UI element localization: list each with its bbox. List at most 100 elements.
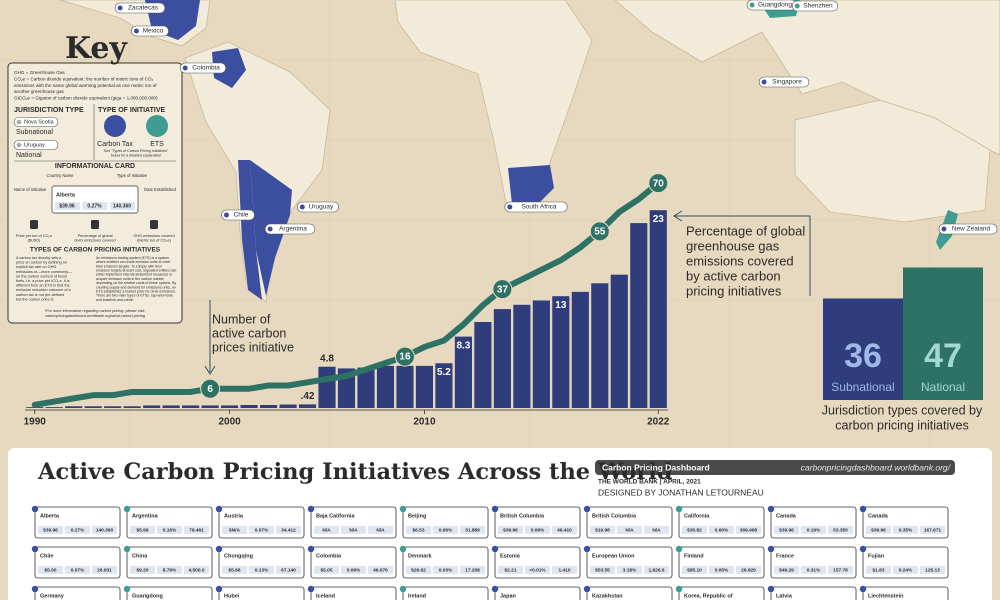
card-chip xyxy=(65,566,90,574)
card xyxy=(862,586,949,600)
card-chip xyxy=(736,566,761,574)
key-card-chip xyxy=(110,202,135,210)
map-label-chip xyxy=(179,62,227,74)
map-label-chip xyxy=(221,209,255,221)
key-card-part: Country Name xyxy=(47,173,75,178)
key-paragraph: emission targets at least cost, regulate… xyxy=(96,269,176,273)
card-value: $19.98 xyxy=(595,527,610,533)
x-tick-label: 2000 xyxy=(218,417,241,428)
card-value: N/A xyxy=(349,527,358,533)
line-label: 16 xyxy=(399,352,411,363)
card-icon xyxy=(491,585,499,593)
card-name: Argentina xyxy=(132,513,159,519)
bar xyxy=(143,405,161,408)
key-card-name: Alberta xyxy=(56,192,76,198)
bar xyxy=(201,405,219,408)
card-value: 0.06% xyxy=(439,527,453,533)
x-tick-label: 2010 xyxy=(413,417,436,428)
map-label-chip xyxy=(791,0,839,12)
card-value: $39.96 xyxy=(503,527,518,533)
card-name: Hubei xyxy=(224,593,240,599)
bar xyxy=(532,300,550,408)
bar-label: 13 xyxy=(555,300,567,311)
key-initiative-swatch xyxy=(146,115,168,137)
card-name: Kazakhstan xyxy=(592,593,623,599)
card-value: 46.676 xyxy=(373,567,388,573)
source: THE WORLD BANK | APRIL, 2021 xyxy=(598,479,701,486)
card-name: Latvia xyxy=(776,593,793,599)
card-icon xyxy=(767,545,775,553)
key-paragraph: A carbon tax directly sets a xyxy=(16,256,62,260)
card-icon xyxy=(31,545,39,553)
card-name: Estonia xyxy=(500,553,521,559)
card xyxy=(218,586,305,600)
card-value: 0.05% xyxy=(715,567,729,573)
bar-label: .42 xyxy=(301,391,315,402)
card-value: 4,500.0 xyxy=(188,567,204,573)
card-name: Liechtenstein xyxy=(868,593,904,599)
card-value: 46.410 xyxy=(557,527,572,533)
card-value: 79.461 xyxy=(189,527,204,533)
bar xyxy=(357,367,375,408)
card-value: N/A xyxy=(625,527,634,533)
annotation: prices initiative xyxy=(212,340,294,354)
card-chip xyxy=(774,526,799,534)
card-icon xyxy=(31,505,39,513)
card-value: $30.82 xyxy=(687,527,702,533)
card-icon xyxy=(859,585,867,593)
map-label-dot xyxy=(182,65,188,71)
card-icon xyxy=(675,585,683,593)
key-paragraph: explicit tax rate on GHG xyxy=(16,265,56,269)
key-card-part: Name of Initiative xyxy=(14,187,47,192)
card-name: British Columbia xyxy=(500,513,545,519)
key-icon-label: (Metric ton of CO₂e) xyxy=(137,239,171,243)
annotation-arrow xyxy=(204,300,216,375)
card-name: Japan xyxy=(500,593,517,599)
card-chip xyxy=(552,526,577,534)
region xyxy=(238,160,262,300)
key-jurisdiction: National xyxy=(16,152,42,159)
card-chip xyxy=(709,526,734,534)
card-chip xyxy=(525,566,550,574)
annotation: active carbon xyxy=(212,326,286,340)
card-chip xyxy=(406,526,431,534)
card-value: 125.13 xyxy=(925,567,940,573)
map-label: South Africa xyxy=(521,204,556,211)
key-footer: carbonpricingdashboard.worldbank.org/wha… xyxy=(45,314,146,318)
card-icon xyxy=(675,505,683,513)
card xyxy=(126,586,213,600)
map-label: Uruguay xyxy=(309,204,334,211)
card-icon xyxy=(859,545,867,553)
main-title: Active Carbon Pricing Initiatives Across… xyxy=(37,459,673,485)
bar xyxy=(493,309,511,408)
card-value: N/A xyxy=(652,527,661,533)
card xyxy=(34,586,121,600)
card-icon xyxy=(399,545,407,553)
card-value: N/A xyxy=(376,527,385,533)
region xyxy=(212,48,246,88)
card-chip xyxy=(460,526,485,534)
line-label: 55 xyxy=(594,226,606,237)
card-name: Iceland xyxy=(316,593,335,599)
card-chip xyxy=(590,566,615,574)
map-label: Zacatecas xyxy=(128,5,159,12)
card-icon xyxy=(583,585,591,593)
card-icon xyxy=(307,545,315,553)
key-initiative: ETS xyxy=(150,141,164,148)
key-icon-label: Percentage of global xyxy=(78,234,113,238)
card-chip xyxy=(157,526,182,534)
card xyxy=(678,586,765,600)
card-value: 309.468 xyxy=(740,527,758,533)
card-value: 0.31% xyxy=(807,567,821,573)
bar xyxy=(571,291,589,408)
map-label: Shenzhen xyxy=(803,3,833,10)
card-chip xyxy=(368,566,393,574)
card-icon xyxy=(399,505,407,513)
bar xyxy=(435,363,453,408)
card-chip xyxy=(341,526,366,534)
card-icon xyxy=(215,505,223,513)
key-heading: INFORMATIONAL CARD xyxy=(55,163,135,170)
card-value: $5.00 xyxy=(44,567,56,573)
